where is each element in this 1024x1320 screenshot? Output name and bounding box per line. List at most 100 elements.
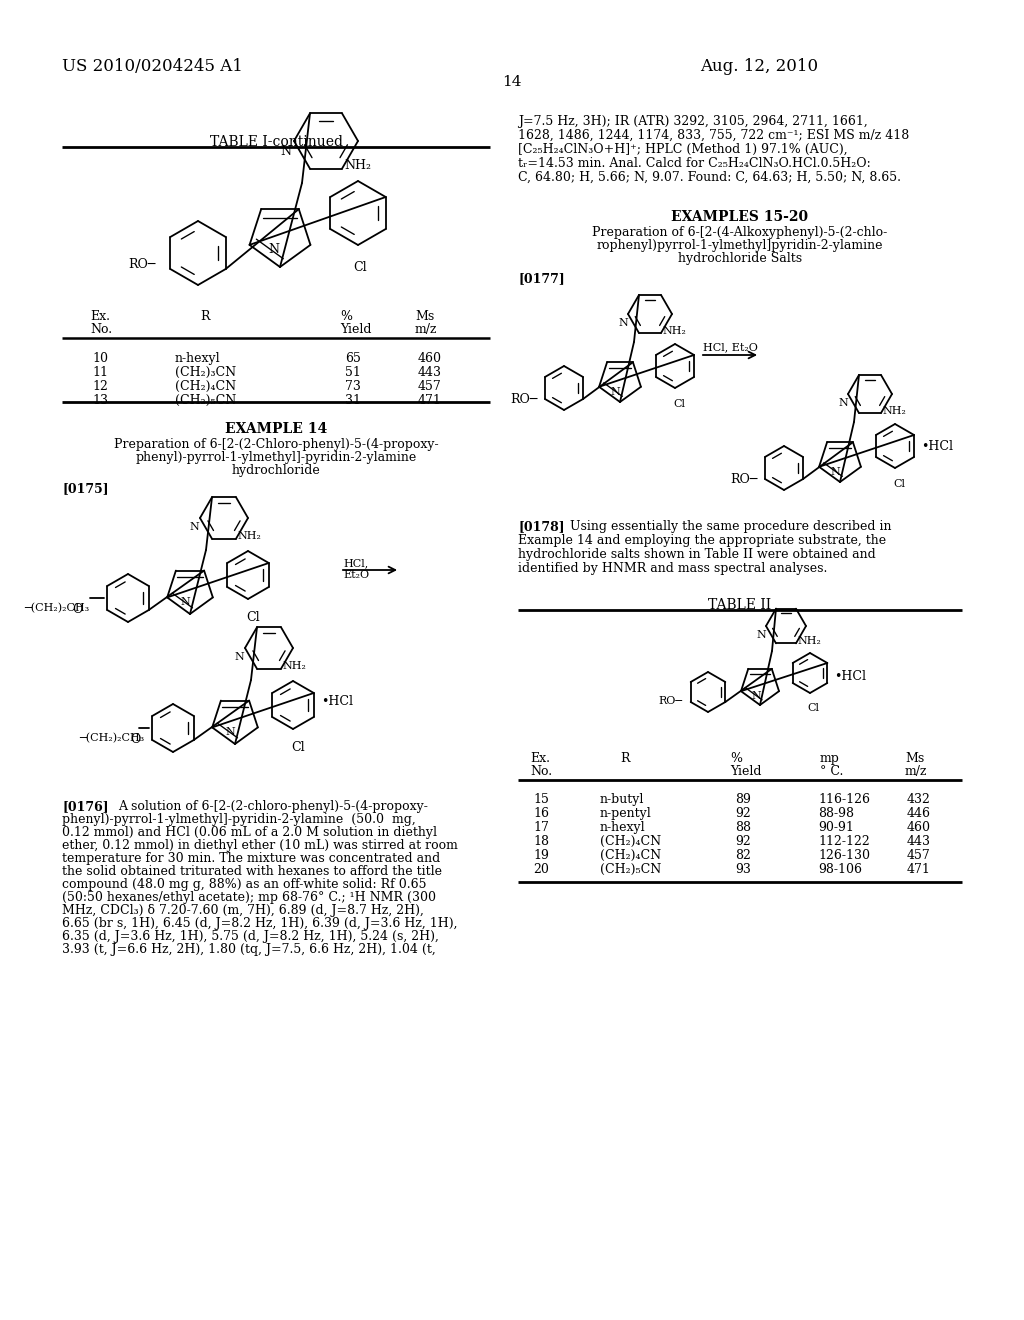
Text: n-pentyl: n-pentyl [600, 807, 651, 820]
Text: [0177]: [0177] [518, 272, 565, 285]
Text: Ex.: Ex. [530, 752, 550, 766]
Text: NH₂: NH₂ [344, 158, 371, 172]
Text: phenyl)-pyrrol-1-ylmethyl]-pyridin-2-ylamine: phenyl)-pyrrol-1-ylmethyl]-pyridin-2-yla… [135, 451, 417, 465]
Text: 112-122: 112-122 [818, 836, 869, 847]
Text: •HCl: •HCl [921, 440, 953, 453]
Text: 432: 432 [907, 793, 931, 807]
Text: 73: 73 [345, 380, 360, 393]
Text: MHz, CDCl₃) δ 7.20-7.60 (m, 7H), 6.89 (d, J=8.7 Hz, 2H),: MHz, CDCl₃) δ 7.20-7.60 (m, 7H), 6.89 (d… [62, 904, 424, 917]
Text: N: N [281, 145, 292, 158]
Text: ° C.: ° C. [820, 766, 844, 777]
Text: 51: 51 [345, 366, 360, 379]
Text: 471: 471 [418, 393, 442, 407]
Text: J=7.5 Hz, 3H); IR (ATR) 3292, 3105, 2964, 2711, 1661,: J=7.5 Hz, 3H); IR (ATR) 3292, 3105, 2964… [518, 115, 867, 128]
Text: Cl: Cl [893, 479, 905, 488]
Text: Aug. 12, 2010: Aug. 12, 2010 [700, 58, 818, 75]
Text: O: O [130, 733, 140, 746]
Text: Et₂O: Et₂O [343, 570, 369, 579]
Text: 11: 11 [92, 366, 108, 379]
Text: 10: 10 [92, 352, 108, 366]
Text: EXAMPLE 14: EXAMPLE 14 [225, 422, 327, 436]
Text: RO─: RO─ [510, 393, 538, 407]
Text: 93: 93 [735, 863, 751, 876]
Text: 443: 443 [907, 836, 931, 847]
Text: N: N [268, 243, 280, 256]
Text: Yield: Yield [340, 323, 372, 337]
Text: R: R [200, 310, 210, 323]
Text: RO─: RO─ [128, 257, 156, 271]
Text: n-hexyl: n-hexyl [600, 821, 645, 834]
Text: 92: 92 [735, 807, 751, 820]
Text: 15: 15 [534, 793, 549, 807]
Text: tᵣ=14.53 min. Anal. Calcd for C₂₅H₂₄ClN₃O.HCl.0.5H₂O:: tᵣ=14.53 min. Anal. Calcd for C₂₅H₂₄ClN₃… [518, 157, 870, 170]
Text: 460: 460 [418, 352, 442, 366]
Text: N: N [180, 597, 189, 607]
Text: NH₂: NH₂ [882, 407, 906, 416]
Text: hydrochloride Salts: hydrochloride Salts [678, 252, 802, 265]
Text: NH₂: NH₂ [237, 531, 261, 541]
Text: 457: 457 [418, 380, 441, 393]
Text: RO─: RO─ [658, 696, 682, 706]
Text: %: % [340, 310, 352, 323]
Text: 457: 457 [907, 849, 931, 862]
Text: N: N [225, 727, 234, 737]
Text: [0178]: [0178] [518, 520, 564, 533]
Text: Preparation of 6-[2-(4-Alkoxyphenyl)-5-(2-chlo-: Preparation of 6-[2-(4-Alkoxyphenyl)-5-(… [592, 226, 888, 239]
Text: EXAMPLES 15-20: EXAMPLES 15-20 [672, 210, 809, 224]
Text: 14: 14 [502, 75, 522, 88]
Text: [0176]: [0176] [62, 800, 109, 813]
Text: 31: 31 [345, 393, 361, 407]
Text: rophenyl)pyrrol-1-ylmethyl]pyridin-2-ylamine: rophenyl)pyrrol-1-ylmethyl]pyridin-2-yla… [597, 239, 884, 252]
Text: 98-106: 98-106 [818, 863, 862, 876]
Text: compound (48.0 mg g, 88%) as an off-white solid: Rf 0.65: compound (48.0 mg g, 88%) as an off-whit… [62, 878, 427, 891]
Text: NH₂: NH₂ [282, 661, 306, 671]
Text: hydrochloride salts shown in Table II were obtained and: hydrochloride salts shown in Table II we… [518, 548, 876, 561]
Text: (CH₂)₅CN: (CH₂)₅CN [175, 393, 237, 407]
Text: 20: 20 [534, 863, 549, 876]
Text: 471: 471 [907, 863, 931, 876]
Text: 16: 16 [534, 807, 549, 820]
Text: Using essentially the same procedure described in: Using essentially the same procedure des… [570, 520, 892, 533]
Text: n-butyl: n-butyl [600, 793, 644, 807]
Text: Yield: Yield [730, 766, 762, 777]
Text: mp: mp [820, 752, 840, 766]
Text: m/z: m/z [415, 323, 437, 337]
Text: NH₂: NH₂ [797, 636, 821, 647]
Text: C, 64.80; H, 5.66; N, 9.07. Found: C, 64.63; H, 5.50; N, 8.65.: C, 64.80; H, 5.66; N, 9.07. Found: C, 64… [518, 172, 901, 183]
Text: Ex.: Ex. [90, 310, 110, 323]
Text: Cl: Cl [291, 741, 305, 754]
Text: 6.65 (br s, 1H), 6.45 (d, J=8.2 Hz, 1H), 6.39 (d, J=3.6 Hz, 1H),: 6.65 (br s, 1H), 6.45 (d, J=8.2 Hz, 1H),… [62, 917, 458, 931]
Text: (CH₂)₅CN: (CH₂)₅CN [600, 863, 662, 876]
Text: (CH₂)₄CN: (CH₂)₄CN [600, 836, 662, 847]
Text: 126-130: 126-130 [818, 849, 870, 862]
Text: ether, 0.12 mmol) in diethyl ether (10 mL) was stirred at room: ether, 0.12 mmol) in diethyl ether (10 m… [62, 840, 458, 851]
Text: RO─: RO─ [730, 473, 758, 486]
Text: ─(CH₂)₂CH₃: ─(CH₂)₂CH₃ [79, 733, 144, 743]
Text: hydrochloride: hydrochloride [231, 465, 321, 477]
Text: TABLE I-continued: TABLE I-continued [210, 135, 342, 149]
Text: identified by HNMR and mass spectral analyses.: identified by HNMR and mass spectral ana… [518, 562, 827, 576]
Text: 88: 88 [735, 821, 751, 834]
Text: N: N [756, 630, 766, 640]
Text: the solid obtained triturated with hexanes to afford the title: the solid obtained triturated with hexan… [62, 865, 442, 878]
Text: (CH₂)₄CN: (CH₂)₄CN [600, 849, 662, 862]
Text: 90-91: 90-91 [818, 821, 854, 834]
Text: •HCl: •HCl [834, 671, 866, 682]
Text: Cl: Cl [807, 704, 819, 713]
Text: 18: 18 [534, 836, 549, 847]
Text: ─(CH₂)₂CH₃: ─(CH₂)₂CH₃ [24, 603, 89, 614]
Text: 0.12 mmol) and HCl (0.06 mL of a 2.0 M solution in diethyl: 0.12 mmol) and HCl (0.06 mL of a 2.0 M s… [62, 826, 437, 840]
Text: Preparation of 6-[2-(2-Chloro-phenyl)-5-(4-propoxy-: Preparation of 6-[2-(2-Chloro-phenyl)-5-… [114, 438, 438, 451]
Text: 17: 17 [534, 821, 549, 834]
Text: N: N [189, 521, 199, 532]
Text: 12: 12 [92, 380, 108, 393]
Text: HCl, Et₂O: HCl, Et₂O [703, 342, 758, 352]
Text: O: O [72, 603, 82, 616]
Text: 19: 19 [534, 849, 549, 862]
Text: •HCl: •HCl [321, 696, 353, 708]
Text: 65: 65 [345, 352, 360, 366]
Text: 443: 443 [418, 366, 442, 379]
Text: (CH₂)₃CN: (CH₂)₃CN [175, 366, 237, 379]
Text: US 2010/0204245 A1: US 2010/0204245 A1 [62, 58, 243, 75]
Text: 1628, 1486, 1244, 1174, 833, 755, 722 cm⁻¹; ESI MS m/z 418: 1628, 1486, 1244, 1174, 833, 755, 722 cm… [518, 129, 909, 143]
